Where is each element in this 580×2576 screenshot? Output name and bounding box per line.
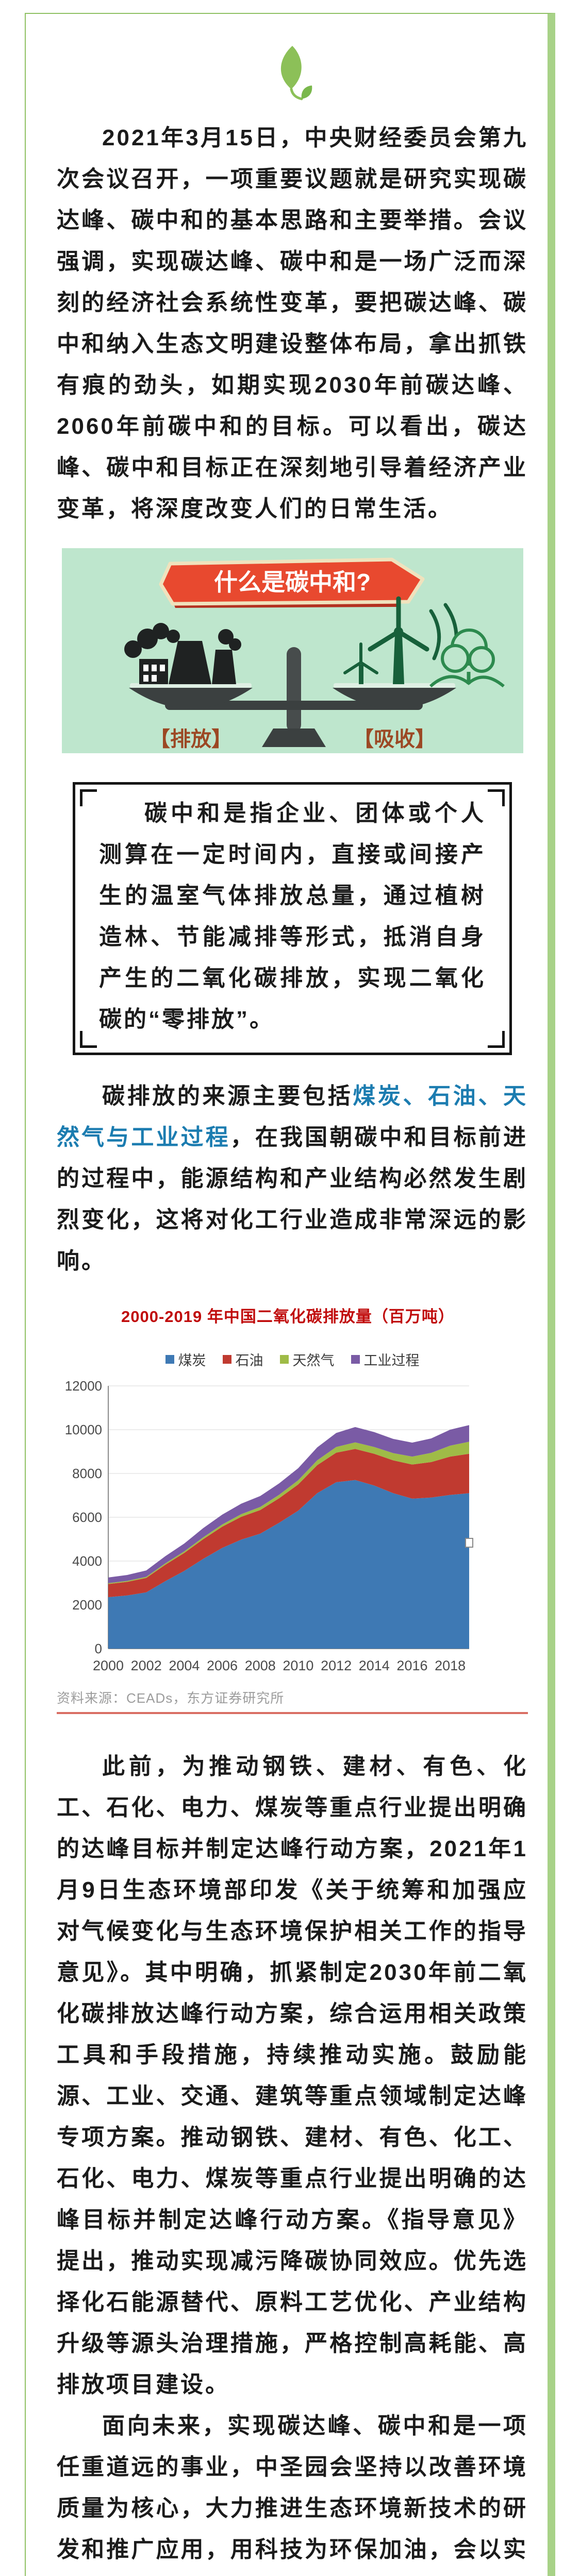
emissions-label: 【排放】 <box>150 728 232 751</box>
svg-text:2000: 2000 <box>72 1597 102 1613</box>
corner-mark-icon <box>80 789 97 806</box>
paragraph-policy: 此前，为推动钢铁、建材、有色、化工、石化、电力、煤炭等重点行业提出明确的达峰目标… <box>57 1754 528 2397</box>
legend-swatch-icon <box>279 1355 289 1364</box>
area-series-煤炭 <box>108 1480 469 1649</box>
paragraph-sources: 碳排放的来源主要包括煤炭、石油、天然气与工业过程，在我国朝碳中和目标前进的过程中… <box>57 1076 528 1282</box>
chart-legend: 煤炭 石油 天然气 工业过程 <box>57 1349 528 1369</box>
legend-swatch-icon <box>351 1355 360 1364</box>
legend-item: 工业过程 <box>351 1349 420 1369</box>
svg-text:0: 0 <box>95 1641 102 1656</box>
svg-text:6000: 6000 <box>72 1510 102 1525</box>
legend-label: 石油 <box>235 1353 263 1368</box>
emissions-pan <box>128 688 253 709</box>
legend-label: 天然气 <box>292 1353 335 1368</box>
svg-text:8000: 8000 <box>72 1466 102 1481</box>
chart-source: 资料来源：CEADs，东方证券研究所 <box>57 1690 285 1706</box>
banner-ribbon: 什么是碳中和? <box>159 557 424 608</box>
area-series-天然气 <box>108 1442 469 1584</box>
svg-text:2004: 2004 <box>169 1658 200 1673</box>
svg-text:10000: 10000 <box>65 1422 102 1437</box>
corner-mark-icon <box>488 789 505 806</box>
p2-suffix: ，在我国朝碳中和目标前进的过程中，能源结构和产业结构必然发生剧烈变化，这将对化工… <box>57 1125 528 1274</box>
svg-text:2010: 2010 <box>283 1658 313 1673</box>
carbon-neutrality-infographic: 什么是碳中和? <box>61 548 523 753</box>
definition-text: 碳中和是指企业、团体或个人测算在一定时间内，直接或间接产生的温室气体排放总量，通… <box>99 801 486 1032</box>
emissions-chart: 2000-2019 年中国二氧化碳排放量（百万吨） 煤炭 石油 天然气 工业过程 0 2… <box>57 1303 528 1714</box>
emissions-chart-plot: 0 2000 4000 6000 8000 10000 12000 2000 2002 2004 2… <box>65 1378 473 1673</box>
svg-text:2008: 2008 <box>245 1658 276 1673</box>
p2-prefix: 碳排放的来源主要包括 <box>102 1083 353 1109</box>
svg-text:2002: 2002 <box>131 1658 162 1673</box>
svg-text:2000: 2000 <box>93 1658 124 1673</box>
absorption-pan <box>332 688 456 709</box>
p2-highlight: 煤炭、石油、天然气与工业过程 <box>57 1083 528 1150</box>
definition-callout-box: 碳中和是指企业、团体或个人测算在一定时间内，直接或间接产生的温室气体排放总量，通… <box>73 782 512 1055</box>
factory-icon <box>124 623 241 684</box>
svg-text:2012: 2012 <box>321 1658 352 1673</box>
corner-mark-icon <box>488 1031 505 1048</box>
legend-item: 石油 <box>222 1349 263 1369</box>
chart-title: 2000-2019 年中国二氧化碳排放量（百万吨） <box>121 1308 455 1326</box>
chart-divider <box>57 1712 528 1714</box>
legend-label: 工业过程 <box>363 1353 420 1368</box>
area-series-工业过程 <box>108 1425 469 1583</box>
legend-label: 煤炭 <box>178 1353 206 1368</box>
leaf-icon <box>280 46 312 100</box>
tree-icon <box>429 629 505 688</box>
balance-scale-illustration: 【排放】 【吸收】 <box>124 596 505 751</box>
svg-text:2006: 2006 <box>207 1658 238 1673</box>
leaf-header <box>57 44 528 104</box>
svg-text:2018: 2018 <box>435 1658 466 1673</box>
svg-text:4000: 4000 <box>72 1553 102 1569</box>
legend-item: 煤炭 <box>165 1349 206 1369</box>
paragraph-future: 面向未来，实现碳达峰、碳中和是一项任重道远的事业，中圣园会坚持以改善环境质量为核… <box>57 2413 528 2562</box>
corner-mark-icon <box>80 1031 97 1048</box>
legend-swatch-icon <box>165 1355 174 1364</box>
legend-swatch-icon <box>222 1355 231 1364</box>
article-page: 2021年3月15日，中央财经委员会第九次会议召开，一项重要议题就是研究实现碳达… <box>25 13 555 2576</box>
absorption-label: 【吸收】 <box>353 728 436 751</box>
legend-item: 天然气 <box>279 1349 335 1369</box>
banner-title: 什么是碳中和? <box>213 569 370 596</box>
svg-text:2016: 2016 <box>396 1658 427 1673</box>
svg-text:2014: 2014 <box>359 1658 390 1673</box>
area-series-石油 <box>108 1449 469 1598</box>
svg-text:12000: 12000 <box>65 1378 102 1394</box>
paragraph-intro: 2021年3月15日，中央财经委员会第九次会议召开，一项重要议题就是研究实现碳达… <box>57 125 528 521</box>
factory-windows <box>143 665 165 682</box>
